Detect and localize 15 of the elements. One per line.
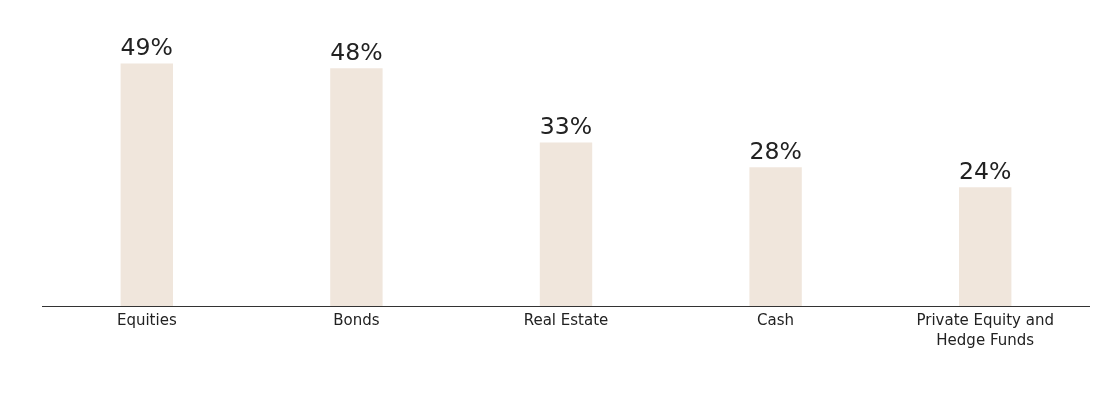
data-label: 28% bbox=[749, 136, 802, 165]
data-label: 33% bbox=[539, 112, 593, 141]
bar bbox=[959, 187, 1012, 306]
bar bbox=[749, 167, 802, 306]
x-tick-label: Private Equity and Hedge Funds bbox=[916, 311, 1054, 349]
data-label: 49% bbox=[120, 32, 173, 61]
x-tick-label: Equities bbox=[116, 311, 177, 329]
data-label: 24% bbox=[959, 156, 1012, 185]
data-label: 48% bbox=[330, 37, 383, 66]
x-tick-label: Cash bbox=[757, 311, 795, 329]
bar bbox=[120, 63, 173, 306]
x-tick-label: Real Estate bbox=[523, 311, 609, 329]
bar bbox=[330, 68, 383, 306]
bar bbox=[539, 142, 593, 306]
x-tick-label: Bonds bbox=[333, 311, 380, 329]
